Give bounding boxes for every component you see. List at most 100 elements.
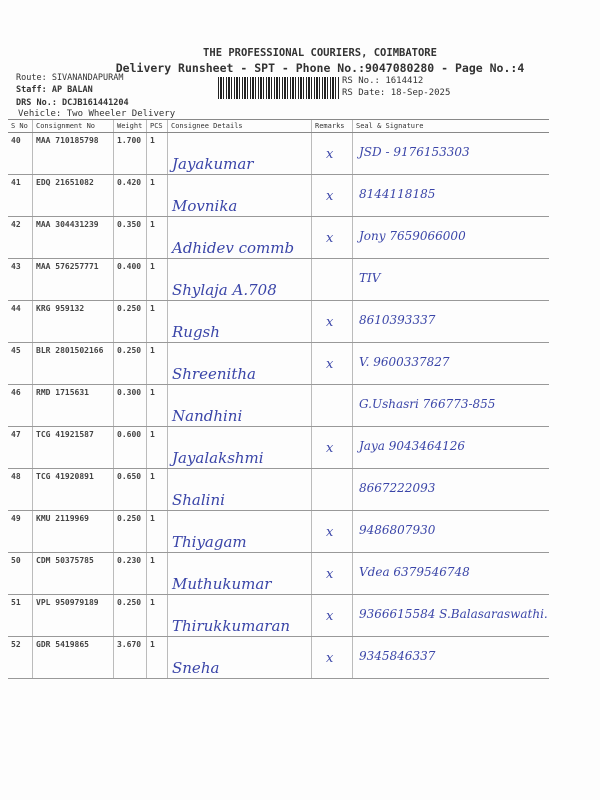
remarks-cell: x [311, 300, 353, 343]
consignment-cell: MAA 304431239 [32, 216, 114, 259]
runsheet-subtitle: Delivery Runsheet - SPT - Phone No.:9047… [115, 61, 525, 75]
sno-cell: 43 [8, 258, 33, 301]
handwritten-name: Shreenitha [172, 365, 256, 383]
remarks-cell: x [311, 342, 353, 385]
handwritten-remark: x [326, 147, 334, 162]
weight-cell: 0.420 [113, 174, 147, 217]
table-row: 48 TCG 41920891 0.650 1 Shalini 8667222093 [8, 468, 549, 511]
signature-cell: 9366615584 S.Balasaraswathi. [352, 594, 549, 637]
sno-cell: 41 [8, 174, 33, 217]
consignee-cell: Rugsh [167, 300, 312, 343]
consignment-cell: GDR 5419865 [32, 636, 114, 679]
consignment-cell: CDM 50375785 [32, 552, 114, 595]
pcs-cell: 1 [146, 426, 168, 469]
handwritten-name: Shalini [172, 491, 225, 509]
pcs-cell: 1 [146, 342, 168, 385]
handwritten-signature: JSD - 9176153303 [359, 145, 470, 159]
handwritten-name: Thirukkumaran [172, 617, 291, 635]
consignment-cell: MAA 576257771 [32, 258, 114, 301]
consignee-cell: Shreenitha [167, 342, 312, 385]
handwritten-signature: 8667222093 [359, 481, 436, 495]
table-row: 47 TCG 41921587 0.600 1 Jayalakshmi x Jaya 904… [8, 426, 549, 469]
handwritten-remark: x [326, 441, 334, 456]
handwritten-name: Jayalakshmi [172, 449, 264, 467]
consignee-cell: Jayakumar [167, 132, 312, 175]
signature-cell: JSD - 9176153303 [352, 132, 549, 175]
weight-cell: 0.230 [113, 552, 147, 595]
consignee-cell: Shalini [167, 468, 312, 511]
signature-cell: Jaya 9043464126 [352, 426, 549, 469]
consignment-cell: TCG 41921587 [32, 426, 114, 469]
remarks-cell [311, 384, 353, 427]
runsheet-table: S No Consignment No Weight PCS Consignee… [8, 119, 549, 679]
handwritten-name: Jayakumar [172, 155, 254, 173]
consignee-cell: Shylaja A.708 [167, 258, 312, 301]
rs-number: RS No.: 1614412 [342, 76, 424, 86]
table-row: 45 BLR 2801502166 0.250 1 Shreenitha x V. 9600… [8, 342, 549, 385]
handwritten-signature: Jony 7659066000 [359, 229, 466, 243]
remarks-cell: x [311, 426, 353, 469]
handwritten-name: Shylaja A.708 [172, 281, 277, 299]
sno-cell: 46 [8, 384, 33, 427]
handwritten-remark: x [326, 357, 334, 372]
handwritten-name: Muthukumar [172, 575, 272, 593]
pcs-cell: 1 [146, 384, 168, 427]
handwritten-remark: x [326, 315, 334, 330]
pcs-cell: 1 [146, 132, 168, 175]
consignee-cell: Jayalakshmi [167, 426, 312, 469]
sno-cell: 45 [8, 342, 33, 385]
remarks-cell: x [311, 174, 353, 217]
consignee-cell: Muthukumar [167, 552, 312, 595]
handwritten-remark: x [326, 609, 334, 624]
remarks-cell: x [311, 594, 353, 637]
col-sno: S No [8, 119, 33, 133]
signature-cell: V. 9600337827 [352, 342, 549, 385]
table-row: 41 EDQ 21651082 0.420 1 Movnika x 8144118185 [8, 174, 549, 217]
table-row: 51 VPL 950979189 0.250 1 Thirukkumaran x 93666… [8, 594, 549, 637]
col-weight: Weight [113, 119, 147, 133]
weight-cell: 0.250 [113, 300, 147, 343]
pcs-cell: 1 [146, 258, 168, 301]
consignee-cell: Nandhini [167, 384, 312, 427]
handwritten-signature: Jaya 9043464126 [359, 439, 466, 453]
handwritten-signature: 8610393337 [359, 313, 436, 327]
pcs-cell: 1 [146, 594, 168, 637]
weight-cell: 0.650 [113, 468, 147, 511]
consignment-cell: KMU 2119969 [32, 510, 114, 553]
remarks-cell [311, 468, 353, 511]
handwritten-remark: x [326, 189, 334, 204]
sno-cell: 49 [8, 510, 33, 553]
handwritten-name: Sneha [172, 659, 220, 677]
consignee-cell: Movnika [167, 174, 312, 217]
barcode [218, 77, 340, 99]
pcs-cell: 1 [146, 174, 168, 217]
signature-cell: Jony 7659066000 [352, 216, 549, 259]
col-signature: Seal & Signature [352, 119, 549, 133]
handwritten-signature: Vdea 6379546748 [359, 565, 470, 579]
consignee-cell: Sneha [167, 636, 312, 679]
sno-cell: 51 [8, 594, 33, 637]
handwritten-remark: x [326, 525, 334, 540]
drs-number: DRS No.: DCJB161441204 [16, 98, 129, 108]
consignment-cell: EDQ 21651082 [32, 174, 114, 217]
handwritten-signature: 9486807930 [359, 523, 436, 537]
signature-cell: Vdea 6379546748 [352, 552, 549, 595]
sno-cell: 47 [8, 426, 33, 469]
sno-cell: 48 [8, 468, 33, 511]
table-row: 44 KRG 959132 0.250 1 Rugsh x 8610393337 [8, 300, 549, 343]
col-consignee: Consignee Details [167, 119, 312, 133]
pcs-cell: 1 [146, 468, 168, 511]
pcs-cell: 1 [146, 552, 168, 595]
handwritten-name: Movnika [172, 197, 238, 215]
remarks-cell: x [311, 132, 353, 175]
consignment-cell: BLR 2801502166 [32, 342, 114, 385]
consignment-cell: RMD 1715631 [32, 384, 114, 427]
table-row: 46 RMD 1715631 0.300 1 Nandhini G.Ushasri 766… [8, 384, 549, 427]
remarks-cell: x [311, 510, 353, 553]
col-remarks: Remarks [311, 119, 353, 133]
col-consignment: Consignment No [32, 119, 114, 133]
sno-cell: 52 [8, 636, 33, 679]
handwritten-signature: 9366615584 S.Balasaraswathi. [359, 607, 548, 621]
sno-cell: 44 [8, 300, 33, 343]
